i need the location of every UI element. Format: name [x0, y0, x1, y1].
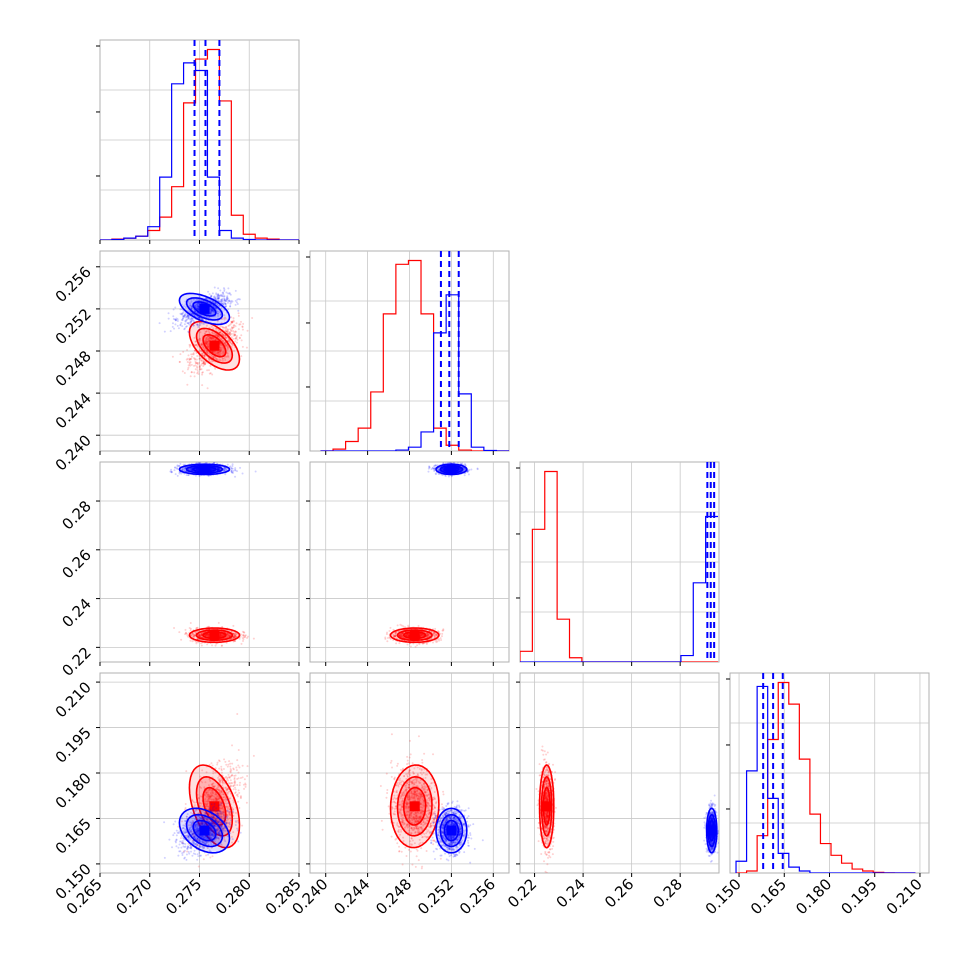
x-tick-label: 0.28 [650, 875, 686, 911]
panel-3-1 [306, 672, 510, 877]
y-tick-label: 0.248 [52, 347, 95, 390]
density-peak [199, 464, 210, 475]
x-tick-label: 0.150 [702, 875, 745, 918]
density-peak [541, 801, 552, 812]
x-tick-label: 0.210 [883, 875, 926, 918]
y-tick-label: 0.165 [52, 815, 95, 858]
panel-2-0 [96, 461, 300, 666]
x-tick-label: 0.252 [414, 875, 457, 918]
histogram-red [520, 470, 719, 662]
y-tick-label: 0.252 [52, 305, 95, 348]
density-peak [209, 801, 220, 812]
density-peak [209, 340, 220, 351]
density-peak [446, 825, 457, 836]
density-peak [209, 630, 220, 641]
x-tick-label: 0.256 [456, 875, 499, 918]
y-tick-label: 0.195 [52, 724, 95, 767]
y-tick-label: 0.244 [52, 389, 95, 432]
x-tick-label: 0.24 [553, 875, 589, 911]
x-tick-label: 0.165 [747, 875, 790, 918]
y-tick-label: 0.24 [58, 595, 94, 631]
y-tick-label: 0.180 [52, 769, 95, 812]
histogram-blue [100, 62, 299, 240]
panel-2-1 [306, 461, 510, 666]
panel-3-0 [96, 672, 300, 877]
x-tick-label: 0.280 [212, 875, 255, 918]
y-tick-label: 0.210 [52, 678, 95, 721]
histogram-blue [735, 685, 916, 873]
panel-2-2 [516, 461, 720, 666]
density-peak [446, 464, 457, 475]
panel-3-3 [726, 672, 930, 877]
x-tick-label: 0.26 [601, 875, 637, 911]
density-peak [409, 630, 420, 641]
y-tick-label: 0.256 [52, 263, 95, 306]
panel-0-0 [96, 39, 300, 244]
panel-1-0 [96, 250, 300, 455]
x-tick-label: 0.244 [330, 875, 373, 918]
density-peak [706, 825, 717, 836]
panel-3-2 [516, 672, 720, 877]
density-peak [199, 303, 210, 314]
y-tick-label: 0.28 [58, 497, 94, 533]
histogram-blue [320, 294, 509, 451]
x-tick-label: 0.195 [837, 875, 880, 918]
histogram-red [320, 259, 509, 451]
y-tick-label: 0.22 [58, 643, 94, 679]
x-tick-label: 0.22 [504, 875, 540, 911]
y-tick-label: 0.26 [58, 546, 94, 582]
x-tick-label: 0.275 [162, 875, 205, 918]
density-peak [199, 825, 210, 836]
panel-1-1 [306, 250, 510, 455]
histogram-blue [520, 515, 719, 662]
x-tick-label: 0.180 [792, 875, 835, 918]
y-tick-label: 0.240 [52, 431, 95, 474]
x-tick-label: 0.248 [372, 875, 415, 918]
density-peak [409, 801, 420, 812]
x-tick-label: 0.270 [112, 875, 155, 918]
